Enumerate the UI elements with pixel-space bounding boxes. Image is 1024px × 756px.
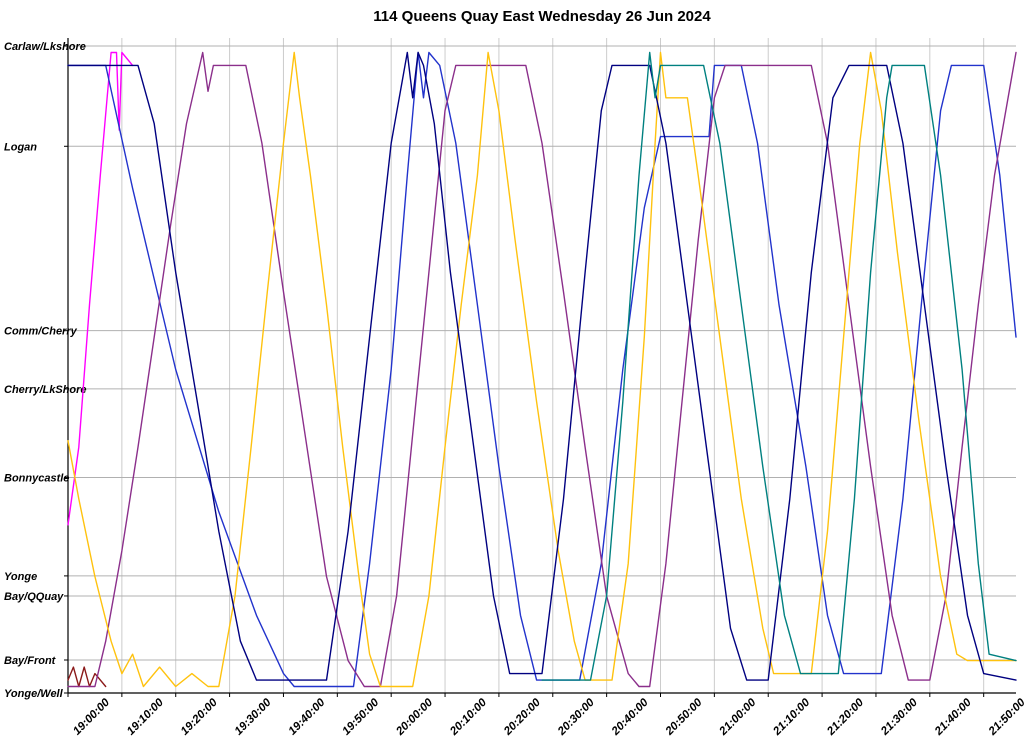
series-line-vehicle-teal: [541, 51, 1017, 681]
time-tick-label: 20:40:00: [609, 696, 651, 738]
station-label: Bonnycastle: [4, 473, 69, 485]
station-label: Logan: [4, 141, 37, 153]
time-tick-label: 20:30:00: [555, 696, 597, 738]
time-tick-label: 19:00:00: [71, 696, 112, 737]
series-line-vehicle-navy: [67, 51, 1017, 681]
time-tick-label: 19:40:00: [287, 696, 328, 737]
series-line-vehicle-purple: [67, 51, 1017, 688]
time-tick-label: 19:20:00: [179, 696, 220, 737]
time-tick-label: 21:20:00: [824, 696, 866, 738]
station-label: Bay/Front: [4, 655, 57, 667]
station-label: Bay/QQuay: [4, 591, 64, 603]
time-tick-label: 19:30:00: [233, 696, 274, 737]
series-line-vehicle-magenta: [67, 51, 134, 526]
time-tick-label: 20:20:00: [501, 696, 543, 738]
time-tick-label: 21:40:00: [932, 696, 974, 738]
time-tick-label: 20:10:00: [447, 696, 489, 738]
series-line-vehicle-gold: [67, 51, 1017, 688]
station-label: Carlaw/Lkshore: [4, 41, 86, 53]
chart-title: 114 Queens Quay East Wednesday 26 Jun 20…: [373, 8, 711, 25]
time-tick-label: 19:50:00: [340, 696, 381, 737]
time-tick-label: 20:50:00: [663, 696, 705, 738]
station-label: Yonge: [4, 571, 37, 583]
time-tick-label: 21:30:00: [878, 696, 920, 738]
time-tick-label: 21:50:00: [986, 696, 1024, 738]
time-tick-label: 21:00:00: [717, 696, 759, 738]
time-tick-label: 20:00:00: [394, 696, 436, 738]
time-tick-label: 19:10:00: [125, 696, 166, 737]
series-line-vehicle-darkred: [67, 666, 107, 688]
station-label: Comm/Cherry: [4, 326, 78, 338]
station-label: Cherry/LkShore: [4, 384, 87, 396]
time-tick-label: 21:10:00: [771, 696, 813, 738]
station-label: Yonge/Well: [4, 688, 64, 700]
